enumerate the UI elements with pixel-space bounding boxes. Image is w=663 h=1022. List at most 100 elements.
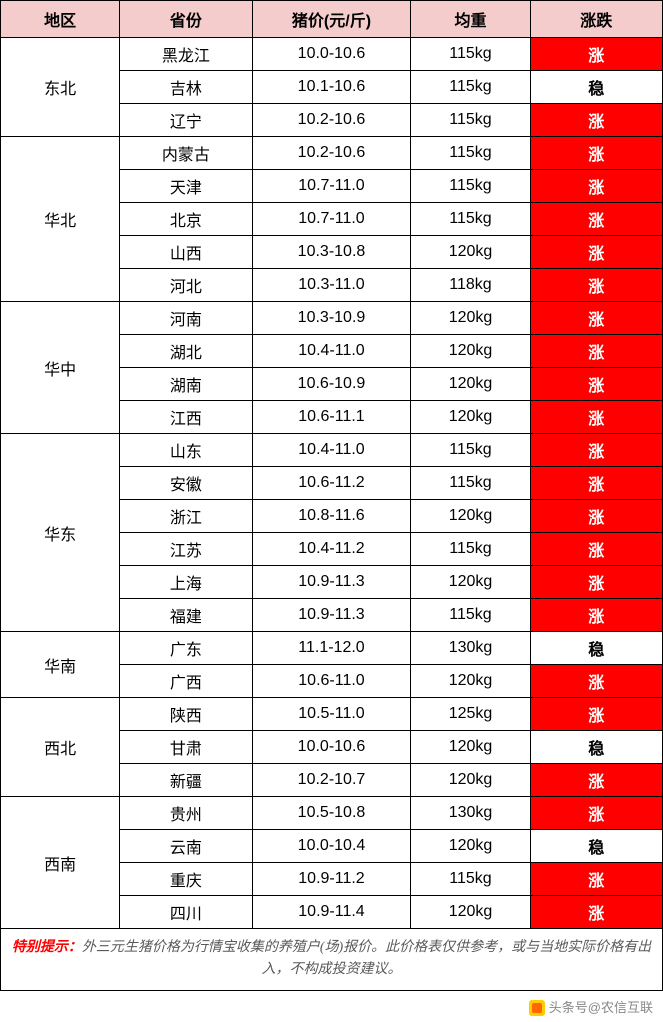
footer-body: 外三元生猪价格为行情宝收集的养殖户(场)报价。此价格表仅供参考，或与当地实际价格… xyxy=(82,940,651,977)
province-cell: 云南 xyxy=(120,830,252,863)
trend-cell: 涨 xyxy=(530,137,662,170)
trend-cell: 涨 xyxy=(530,269,662,302)
weight-cell: 115kg xyxy=(411,203,530,236)
weight-cell: 120kg xyxy=(411,830,530,863)
trend-cell: 涨 xyxy=(530,38,662,71)
weight-cell: 115kg xyxy=(411,533,530,566)
province-cell: 河南 xyxy=(120,302,252,335)
weight-cell: 115kg xyxy=(411,137,530,170)
weight-cell: 118kg xyxy=(411,269,530,302)
region-cell: 西南 xyxy=(1,797,120,929)
province-cell: 广西 xyxy=(120,665,252,698)
region-cell: 华北 xyxy=(1,137,120,302)
province-cell: 湖北 xyxy=(120,335,252,368)
province-cell: 江苏 xyxy=(120,533,252,566)
price-cell: 10.0-10.4 xyxy=(252,830,411,863)
trend-cell: 涨 xyxy=(530,335,662,368)
region-cell: 东北 xyxy=(1,38,120,137)
weight-cell: 130kg xyxy=(411,797,530,830)
province-cell: 新疆 xyxy=(120,764,252,797)
weight-cell: 120kg xyxy=(411,764,530,797)
weight-cell: 120kg xyxy=(411,335,530,368)
trend-cell: 涨 xyxy=(530,236,662,269)
trend-cell: 涨 xyxy=(530,104,662,137)
trend-cell: 稳 xyxy=(530,731,662,764)
price-cell: 10.2-10.7 xyxy=(252,764,411,797)
table-row: 华北内蒙古10.2-10.6115kg涨 xyxy=(1,137,663,170)
price-cell: 10.6-11.2 xyxy=(252,467,411,500)
weight-cell: 115kg xyxy=(411,71,530,104)
price-cell: 10.4-11.2 xyxy=(252,533,411,566)
province-cell: 上海 xyxy=(120,566,252,599)
province-cell: 北京 xyxy=(120,203,252,236)
weight-cell: 115kg xyxy=(411,104,530,137)
province-cell: 安徽 xyxy=(120,467,252,500)
footer-note: 特别提示：外三元生猪价格为行情宝收集的养殖户(场)报价。此价格表仅供参考，或与当… xyxy=(0,929,663,991)
price-cell: 10.9-11.2 xyxy=(252,863,411,896)
province-cell: 贵州 xyxy=(120,797,252,830)
source-icon xyxy=(529,1000,545,1016)
weight-cell: 115kg xyxy=(411,863,530,896)
province-cell: 浙江 xyxy=(120,500,252,533)
trend-cell: 涨 xyxy=(530,698,662,731)
weight-cell: 115kg xyxy=(411,434,530,467)
trend-cell: 涨 xyxy=(530,500,662,533)
column-header: 均重 xyxy=(411,1,530,38)
weight-cell: 115kg xyxy=(411,599,530,632)
price-cell: 10.9-11.3 xyxy=(252,566,411,599)
weight-cell: 120kg xyxy=(411,896,530,929)
weight-cell: 120kg xyxy=(411,731,530,764)
price-cell: 10.0-10.6 xyxy=(252,731,411,764)
price-cell: 10.5-10.8 xyxy=(252,797,411,830)
trend-cell: 涨 xyxy=(530,533,662,566)
pig-price-table: 地区省份猪价(元/斤)均重涨跌 东北黑龙江10.0-10.6115kg涨吉林10… xyxy=(0,0,663,929)
trend-cell: 稳 xyxy=(530,830,662,863)
price-cell: 10.3-10.8 xyxy=(252,236,411,269)
footer-label: 特别提示： xyxy=(12,940,82,955)
price-cell: 10.6-11.0 xyxy=(252,665,411,698)
weight-cell: 120kg xyxy=(411,302,530,335)
price-cell: 10.1-10.6 xyxy=(252,71,411,104)
trend-cell: 涨 xyxy=(530,434,662,467)
price-table-container: 地区省份猪价(元/斤)均重涨跌 东北黑龙江10.0-10.6115kg涨吉林10… xyxy=(0,0,663,1022)
trend-cell: 涨 xyxy=(530,302,662,335)
province-cell: 广东 xyxy=(120,632,252,665)
trend-cell: 涨 xyxy=(530,566,662,599)
province-cell: 山东 xyxy=(120,434,252,467)
province-cell: 福建 xyxy=(120,599,252,632)
trend-cell: 涨 xyxy=(530,665,662,698)
price-cell: 10.7-11.0 xyxy=(252,170,411,203)
table-row: 西南贵州10.5-10.8130kg涨 xyxy=(1,797,663,830)
trend-cell: 涨 xyxy=(530,467,662,500)
price-cell: 10.3-10.9 xyxy=(252,302,411,335)
region-cell: 华中 xyxy=(1,302,120,434)
trend-cell: 涨 xyxy=(530,368,662,401)
price-cell: 10.9-11.4 xyxy=(252,896,411,929)
trend-cell: 涨 xyxy=(530,599,662,632)
table-body: 东北黑龙江10.0-10.6115kg涨吉林10.1-10.6115kg稳辽宁1… xyxy=(1,38,663,929)
column-header: 猪价(元/斤) xyxy=(252,1,411,38)
weight-cell: 115kg xyxy=(411,170,530,203)
price-cell: 10.9-11.3 xyxy=(252,599,411,632)
price-cell: 10.7-11.0 xyxy=(252,203,411,236)
weight-cell: 120kg xyxy=(411,500,530,533)
price-cell: 10.6-11.1 xyxy=(252,401,411,434)
weight-cell: 120kg xyxy=(411,368,530,401)
table-row: 华南广东11.1-12.0130kg稳 xyxy=(1,632,663,665)
province-cell: 重庆 xyxy=(120,863,252,896)
trend-cell: 涨 xyxy=(530,896,662,929)
price-cell: 10.3-11.0 xyxy=(252,269,411,302)
province-cell: 黑龙江 xyxy=(120,38,252,71)
trend-cell: 稳 xyxy=(530,71,662,104)
price-cell: 11.1-12.0 xyxy=(252,632,411,665)
region-cell: 华南 xyxy=(1,632,120,698)
trend-cell: 涨 xyxy=(530,863,662,896)
weight-cell: 120kg xyxy=(411,236,530,269)
weight-cell: 115kg xyxy=(411,467,530,500)
province-cell: 吉林 xyxy=(120,71,252,104)
table-row: 东北黑龙江10.0-10.6115kg涨 xyxy=(1,38,663,71)
price-cell: 10.2-10.6 xyxy=(252,137,411,170)
province-cell: 河北 xyxy=(120,269,252,302)
price-cell: 10.2-10.6 xyxy=(252,104,411,137)
weight-cell: 120kg xyxy=(411,566,530,599)
